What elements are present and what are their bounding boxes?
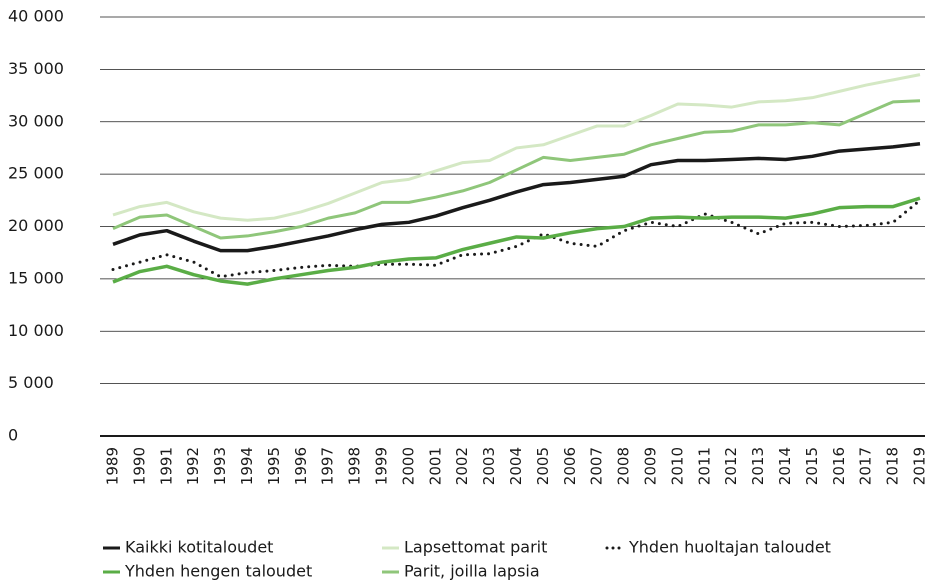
x-tick-label: 2002 bbox=[453, 447, 471, 485]
series-line bbox=[112, 99, 921, 240]
legend-label: Yhden huoltajan taloudet bbox=[628, 538, 831, 557]
y-tick-label: 15 000 bbox=[8, 268, 64, 287]
x-tick-label: 2009 bbox=[642, 447, 660, 485]
x-tick-label: 2011 bbox=[695, 447, 713, 485]
x-tick-label: 2004 bbox=[507, 447, 525, 485]
legend-label: Yhden hengen taloudet bbox=[124, 562, 312, 581]
x-tick-label: 1997 bbox=[319, 447, 337, 485]
y-tick-label: 40 000 bbox=[8, 7, 64, 26]
x-tick-label: 2012 bbox=[722, 447, 740, 485]
x-tick-label: 1995 bbox=[265, 447, 283, 485]
x-tick-label: 1994 bbox=[238, 447, 256, 485]
x-tick-label: 2014 bbox=[776, 447, 794, 485]
x-tick-label: 1996 bbox=[292, 447, 310, 485]
y-tick-label: 30 000 bbox=[8, 111, 64, 130]
x-tick-label: 2006 bbox=[561, 447, 579, 485]
x-tick-label: 2015 bbox=[803, 447, 821, 485]
x-tick-label: 1989 bbox=[104, 447, 122, 485]
legend-label: Parit, joilla lapsia bbox=[404, 562, 540, 581]
x-tick-label: 2016 bbox=[830, 447, 848, 485]
x-tick-label: 1998 bbox=[346, 447, 364, 485]
x-tick-label: 2019 bbox=[911, 447, 929, 485]
legend-label: Kaikki kotitaloudet bbox=[125, 538, 273, 557]
x-tick-label: 2001 bbox=[426, 447, 444, 485]
x-tick-label: 1993 bbox=[211, 447, 229, 485]
y-tick-label: 0 bbox=[8, 426, 18, 445]
series-line bbox=[111, 198, 922, 279]
x-tick-label: 2017 bbox=[857, 447, 875, 485]
y-tick-label: 35 000 bbox=[8, 59, 64, 78]
x-tick-label: 1992 bbox=[184, 447, 202, 485]
x-tick-label: 2000 bbox=[399, 447, 417, 485]
legend-label: Lapsettomat parit bbox=[404, 538, 547, 557]
y-tick-label: 25 000 bbox=[8, 164, 64, 183]
x-tick-label: 1999 bbox=[373, 447, 391, 485]
y-tick-label: 10 000 bbox=[8, 321, 64, 340]
series-line bbox=[112, 142, 921, 253]
x-tick-label: 2007 bbox=[588, 447, 606, 485]
x-tick-label: 1991 bbox=[157, 447, 175, 485]
series-line bbox=[112, 73, 921, 222]
series-line bbox=[112, 196, 921, 286]
x-tick-label: 2003 bbox=[480, 447, 498, 485]
x-tick-label: 2008 bbox=[615, 447, 633, 485]
x-tick-label: 2005 bbox=[534, 447, 552, 485]
x-tick-label: 2010 bbox=[668, 447, 686, 485]
x-tick-label: 2018 bbox=[884, 447, 902, 485]
y-tick-label: 20 000 bbox=[8, 216, 64, 235]
x-tick-label: 2013 bbox=[749, 447, 767, 485]
y-tick-label: 5 000 bbox=[8, 373, 54, 392]
x-tick-label: 1990 bbox=[130, 447, 148, 485]
